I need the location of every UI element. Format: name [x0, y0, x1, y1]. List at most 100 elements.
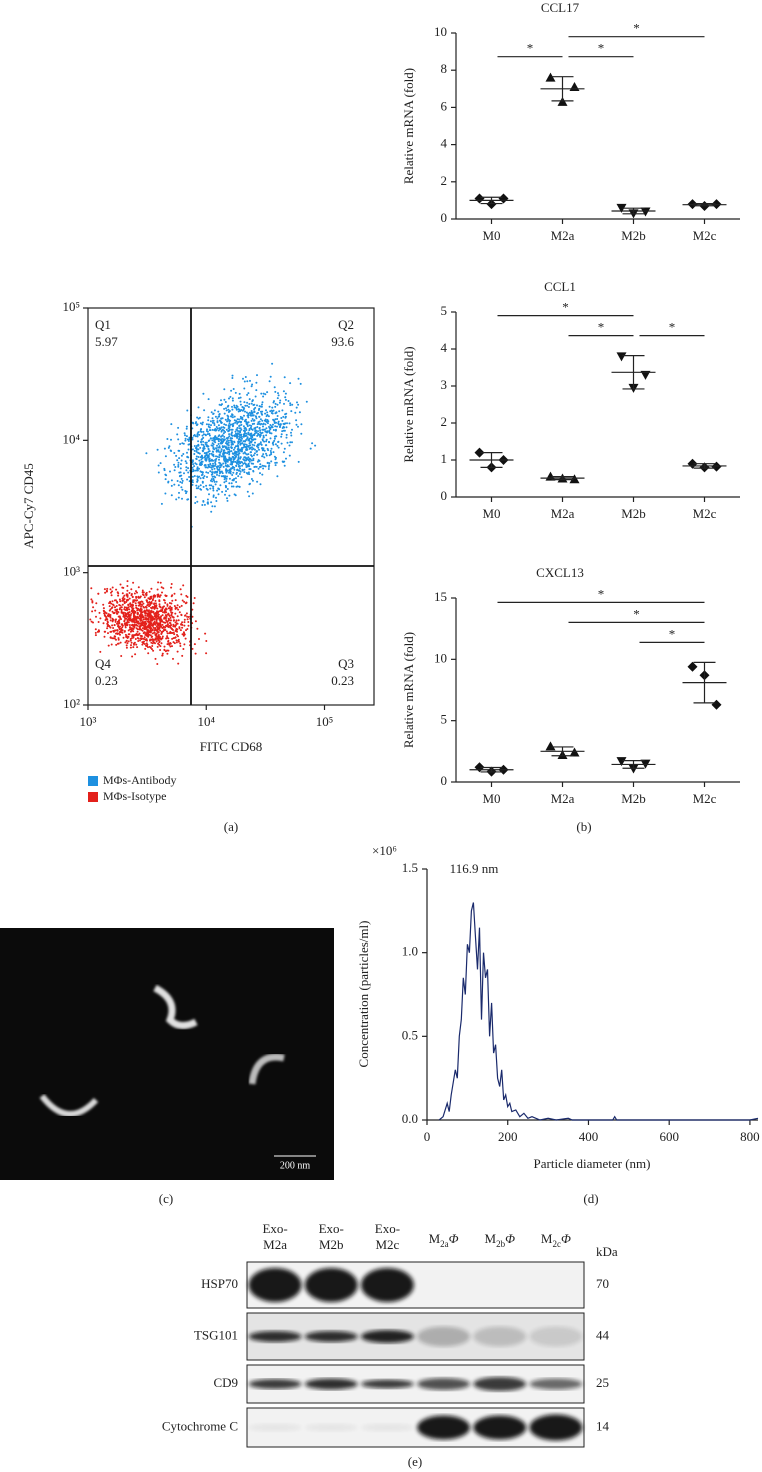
- antibody-event: [228, 468, 231, 471]
- isotype-event: [106, 620, 109, 623]
- antibody-event: [246, 393, 249, 396]
- antibody-event: [214, 461, 217, 464]
- antibody-event: [251, 400, 254, 403]
- data-point: [640, 370, 651, 380]
- data-point: [687, 661, 698, 672]
- isotype-event: [111, 606, 114, 609]
- isotype-event: [154, 612, 157, 615]
- antibody-event: [244, 410, 246, 413]
- antibody-event: [268, 380, 271, 383]
- antibody-event: [266, 422, 269, 425]
- antibody-event: [245, 411, 248, 414]
- isotype-event: [178, 611, 181, 614]
- isotype-event: [111, 603, 114, 606]
- antibody-event: [177, 461, 180, 464]
- isotype-event: [169, 619, 172, 622]
- isotype-event: [181, 633, 184, 636]
- x-tick-label: 800: [740, 1129, 760, 1144]
- antibody-event: [296, 401, 298, 404]
- isotype-event: [180, 613, 183, 616]
- antibody-event: [192, 470, 195, 473]
- isotype-event: [150, 587, 153, 590]
- antibody-event: [270, 451, 273, 454]
- antibody-event: [224, 446, 227, 449]
- isotype-event: [169, 616, 172, 619]
- antibody-event: [220, 421, 223, 424]
- isotype-event: [107, 615, 110, 618]
- antibody-event: [250, 478, 253, 480]
- isotype-event: [156, 612, 159, 615]
- isotype-event: [118, 621, 121, 624]
- antibody-event: [244, 430, 246, 433]
- antibody-event: [206, 433, 209, 436]
- antibody-event: [277, 420, 280, 423]
- antibody-event: [289, 441, 292, 444]
- lane-label-base: M: [541, 1231, 553, 1246]
- antibody-event: [283, 460, 286, 463]
- band: [529, 1326, 583, 1347]
- isotype-event: [156, 645, 159, 648]
- vesicle: [153, 984, 198, 1029]
- antibody-event: [202, 477, 205, 480]
- isotype-event: [145, 609, 148, 611]
- antibody-event: [205, 452, 208, 455]
- antibody-event: [247, 456, 250, 459]
- antibody-event: [289, 402, 292, 405]
- isotype-event: [204, 632, 207, 635]
- isotype-event: [118, 608, 121, 611]
- band: [248, 1423, 302, 1432]
- isotype-event: [117, 615, 120, 618]
- antibody-event: [216, 489, 219, 492]
- antibody-event: [243, 432, 246, 435]
- antibody-event: [198, 452, 201, 455]
- antibody-event: [247, 406, 250, 408]
- antibody-event: [227, 424, 230, 427]
- antibody-event: [236, 436, 239, 439]
- isotype-event: [110, 630, 113, 633]
- antibody-event: [233, 419, 236, 422]
- error-bar: [480, 452, 503, 468]
- isotype-event: [178, 606, 181, 608]
- antibody-event: [214, 470, 217, 473]
- antibody-event: [226, 497, 228, 500]
- isotype-event: [153, 620, 156, 623]
- protein-label: CD9: [213, 1375, 238, 1390]
- antibody-event: [243, 433, 246, 436]
- isotype-event: [106, 618, 109, 621]
- antibody-event: [230, 433, 233, 436]
- antibody-event: [259, 441, 262, 444]
- isotype-event: [172, 637, 175, 640]
- antibody-event: [199, 422, 202, 425]
- antibody-event: [231, 416, 234, 419]
- antibody-event: [295, 406, 298, 409]
- antibody-event: [156, 448, 159, 451]
- antibody-event: [218, 466, 221, 469]
- isotype-event: [114, 609, 117, 611]
- isotype-event: [144, 620, 147, 623]
- isotype-event: [157, 593, 160, 596]
- antibody-event: [245, 422, 248, 425]
- antibody-event: [245, 448, 247, 451]
- isotype-event: [109, 636, 112, 639]
- antibody-event: [228, 420, 231, 423]
- isotype-event: [112, 637, 115, 640]
- antibody-event: [185, 469, 188, 472]
- antibody-event: [247, 459, 250, 462]
- antibody-event: [259, 472, 261, 475]
- antibody-event: [232, 458, 235, 461]
- antibody-event: [247, 471, 250, 474]
- antibody-event: [187, 456, 190, 459]
- isotype-event: [166, 620, 169, 623]
- antibody-event: [195, 445, 198, 447]
- kda-value: 25: [596, 1375, 609, 1390]
- isotype-event: [166, 636, 169, 639]
- isotype-event: [156, 588, 159, 591]
- isotype-event: [154, 602, 157, 605]
- isotype-event: [116, 622, 118, 625]
- antibody-event: [256, 374, 258, 377]
- antibody-event: [255, 417, 258, 420]
- antibody-event: [225, 477, 228, 480]
- antibody-event: [210, 484, 213, 487]
- isotype-event: [153, 638, 156, 641]
- antibody-event: [217, 465, 220, 468]
